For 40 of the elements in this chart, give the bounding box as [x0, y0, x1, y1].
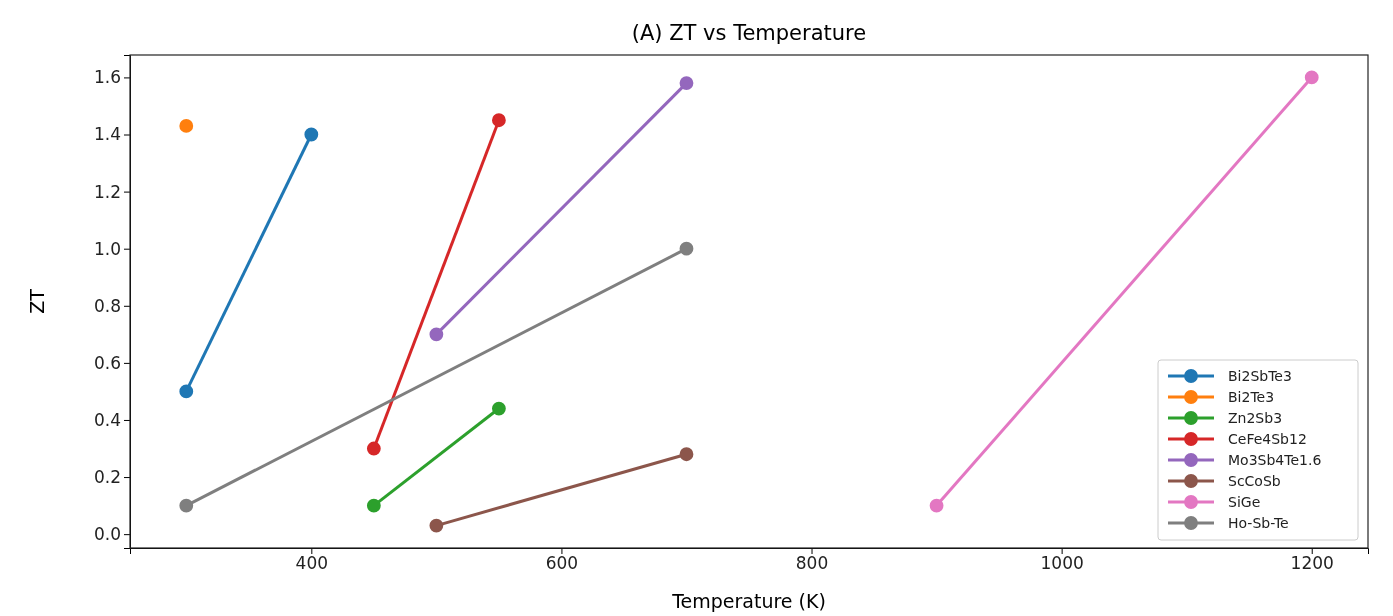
- chart-title: (A) ZT vs Temperature: [631, 21, 867, 45]
- x-tick-label: 400: [295, 553, 329, 574]
- legend-label: Zn2Sb3: [1228, 409, 1283, 426]
- legend-label: Bi2Te3: [1228, 388, 1275, 405]
- point: [429, 518, 444, 533]
- y-tick-label: 0.4: [93, 409, 121, 430]
- x-tick-label: 1200: [1290, 553, 1334, 574]
- y-tick-label: 1.2: [93, 181, 121, 202]
- point: [679, 76, 694, 91]
- point: [304, 127, 319, 142]
- point: [491, 113, 506, 128]
- y-tick-label: 1.4: [93, 124, 121, 145]
- y-axis-title: ZT: [26, 288, 48, 314]
- point: [366, 498, 381, 513]
- y-tick-label: 1.0: [93, 238, 121, 259]
- point: [679, 447, 694, 462]
- x-tick-label: 800: [795, 553, 829, 574]
- point: [429, 327, 444, 342]
- point: [179, 119, 194, 133]
- x-tick-label: 1000: [1040, 553, 1084, 574]
- y-tick-label: 0.0: [93, 524, 121, 545]
- legend-label: CeFe4Sb12: [1228, 430, 1307, 447]
- point: [929, 498, 944, 513]
- point: [366, 441, 381, 456]
- point: [491, 401, 506, 416]
- legend-label: Mo3Sb4Te1.6: [1228, 451, 1322, 468]
- y-tick-label: 0.8: [93, 295, 121, 316]
- y-tick-label: 0.6: [93, 352, 121, 373]
- legend-label: SiGe: [1228, 493, 1261, 510]
- legend-label: ScCoSb: [1228, 472, 1281, 489]
- x-tick-label: 600: [545, 553, 579, 574]
- point: [179, 498, 194, 513]
- y-tick-label: 0.2: [93, 467, 121, 487]
- x-axis-title: Temperature (K): [671, 590, 826, 612]
- point: [179, 384, 194, 399]
- point: [1304, 70, 1319, 85]
- y-tick-label: 1.6: [93, 67, 121, 88]
- legend-label: Bi2SbTe3: [1228, 367, 1292, 384]
- legend-label: Ho-Sb-Te: [1228, 514, 1289, 531]
- point: [679, 241, 694, 256]
